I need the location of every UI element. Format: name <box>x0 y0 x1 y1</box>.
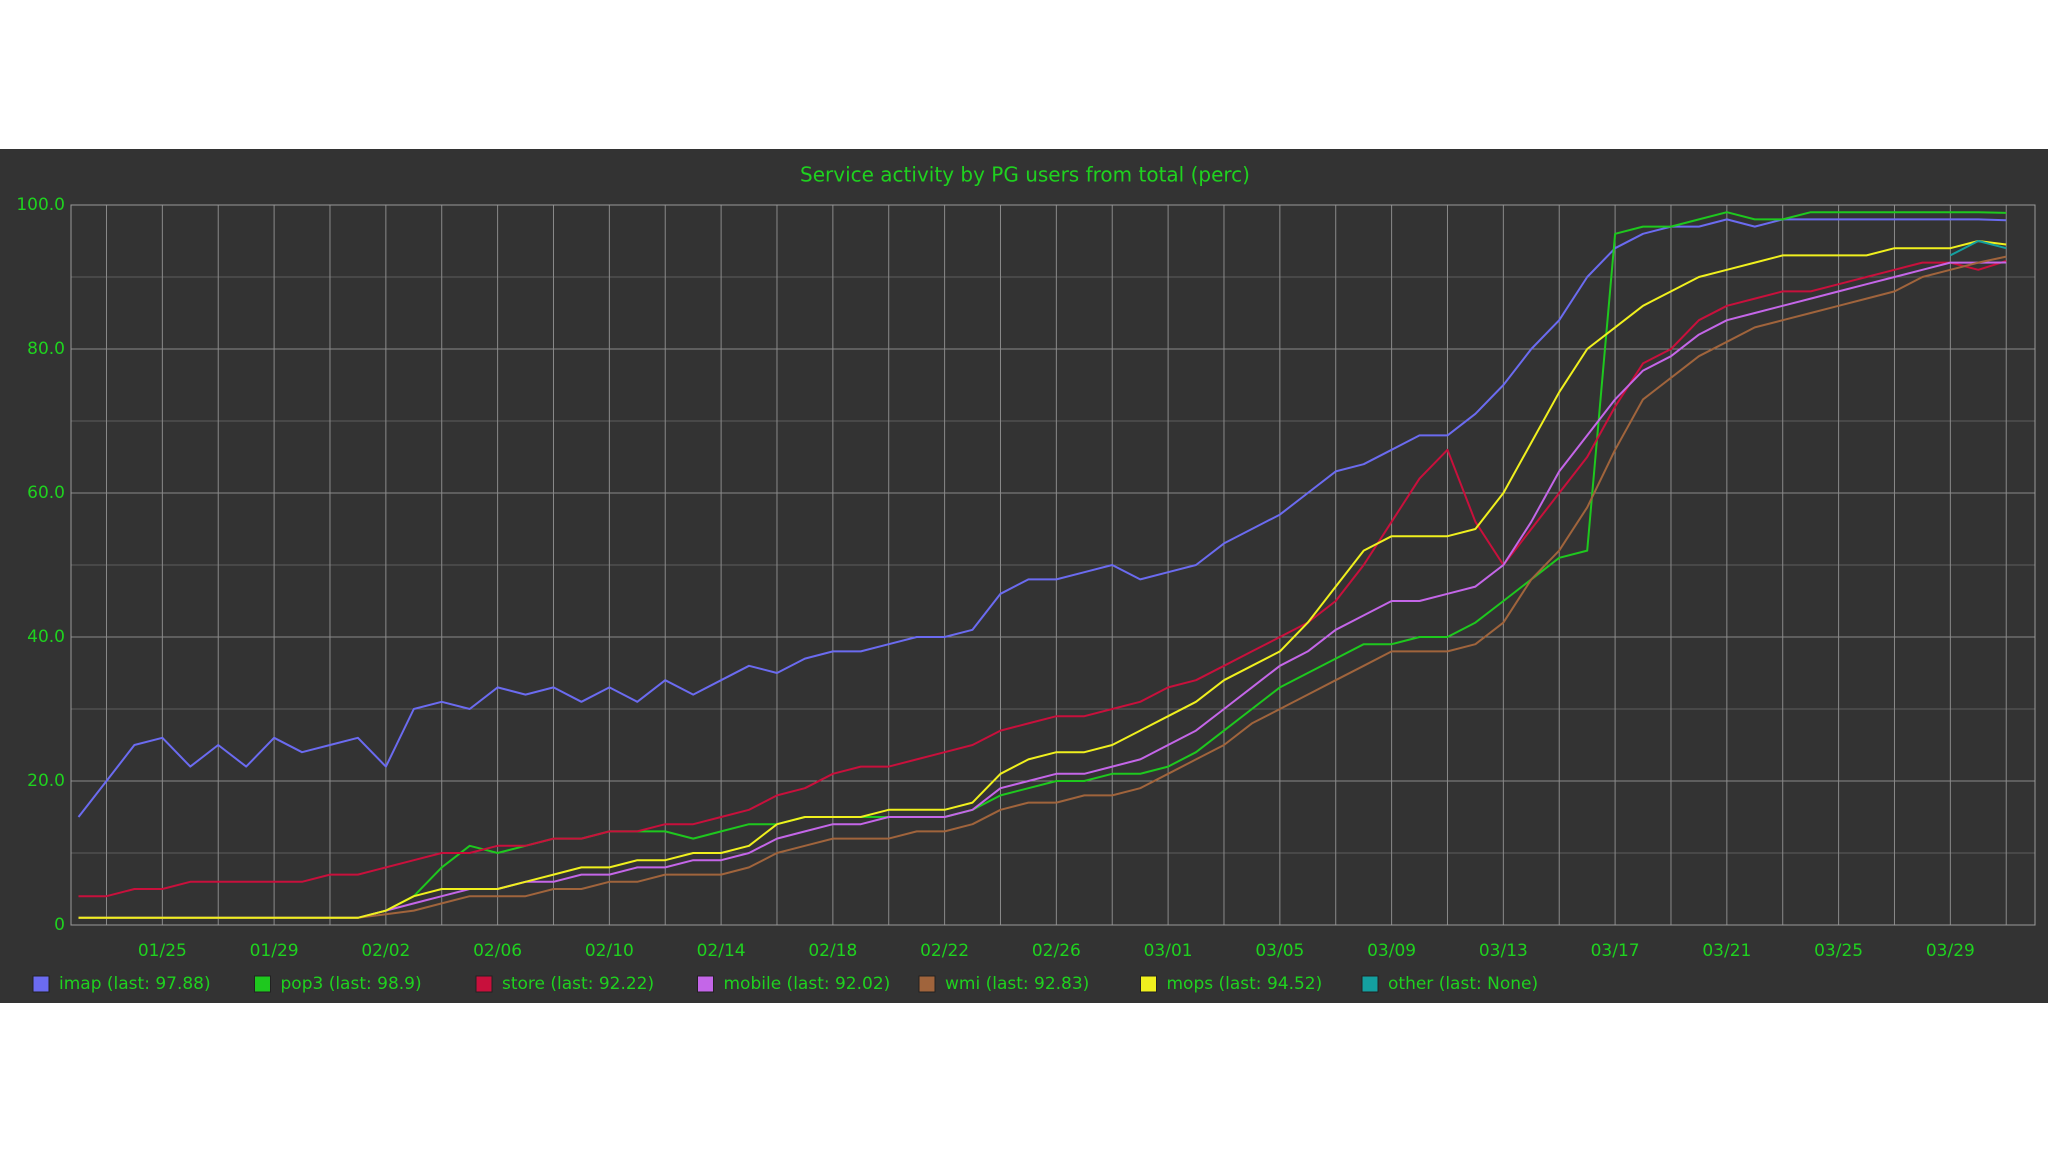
y-tick-label: 0 <box>54 915 65 935</box>
legend-swatch <box>475 975 493 993</box>
y-tick-label: 80.0 <box>27 339 65 359</box>
series-line <box>78 261 2007 919</box>
x-tick-label: 03/29 <box>1926 941 1975 961</box>
x-tick-label: 02/26 <box>1032 941 1081 961</box>
legend-label: wmi (last: 92.83) <box>945 974 1089 994</box>
series-line <box>78 260 2007 898</box>
x-tick-label: 02/18 <box>808 941 857 961</box>
y-tick-label: 100.0 <box>16 195 65 215</box>
series-line <box>1949 240 2007 257</box>
x-tick-label: 02/14 <box>697 941 746 961</box>
chart-title: Service activity by PG users from total … <box>800 163 1250 187</box>
legend-swatch <box>918 975 936 993</box>
plot-border <box>70 204 2036 926</box>
x-tick-label: 02/02 <box>361 941 410 961</box>
legend-label: other (last: None) <box>1388 974 1538 994</box>
x-tick-label: 01/25 <box>138 941 187 961</box>
y-tick-label: 40.0 <box>27 627 65 647</box>
legend-label: mops (last: 94.52) <box>1167 974 1323 994</box>
x-tick-label: 03/01 <box>1144 941 1193 961</box>
legend-swatch <box>32 975 50 993</box>
x-tick-label: 02/22 <box>920 941 969 961</box>
x-tick-label: 03/13 <box>1479 941 1528 961</box>
legend-label: mobile (last: 92.02) <box>724 974 891 994</box>
legend-swatch <box>254 975 271 993</box>
legend-swatch <box>697 975 714 993</box>
x-tick-label: 03/05 <box>1255 941 1304 961</box>
chart-panel <box>0 149 2048 1003</box>
y-tick-label: 20.0 <box>27 771 65 791</box>
x-tick-label: 03/17 <box>1591 941 1640 961</box>
x-tick-label: 03/21 <box>1702 941 1751 961</box>
legend-label: store (last: 92.22) <box>502 974 654 994</box>
x-tick-label: 02/06 <box>473 941 522 961</box>
x-tick-label: 02/10 <box>585 941 634 961</box>
legend-swatch <box>1140 975 1157 993</box>
x-tick-label: 01/29 <box>250 941 299 961</box>
series-line <box>78 255 2007 919</box>
x-tick-label: 03/25 <box>1814 941 1863 961</box>
series-line <box>78 240 2007 919</box>
y-tick-label: 60.0 <box>27 483 65 503</box>
x-tick-label: 03/09 <box>1367 941 1416 961</box>
series-line <box>77 218 2007 818</box>
legend-label: pop3 (last: 98.9) <box>281 974 422 994</box>
legend-swatch <box>1361 975 1379 993</box>
legend-label: imap (last: 97.88) <box>59 974 211 994</box>
